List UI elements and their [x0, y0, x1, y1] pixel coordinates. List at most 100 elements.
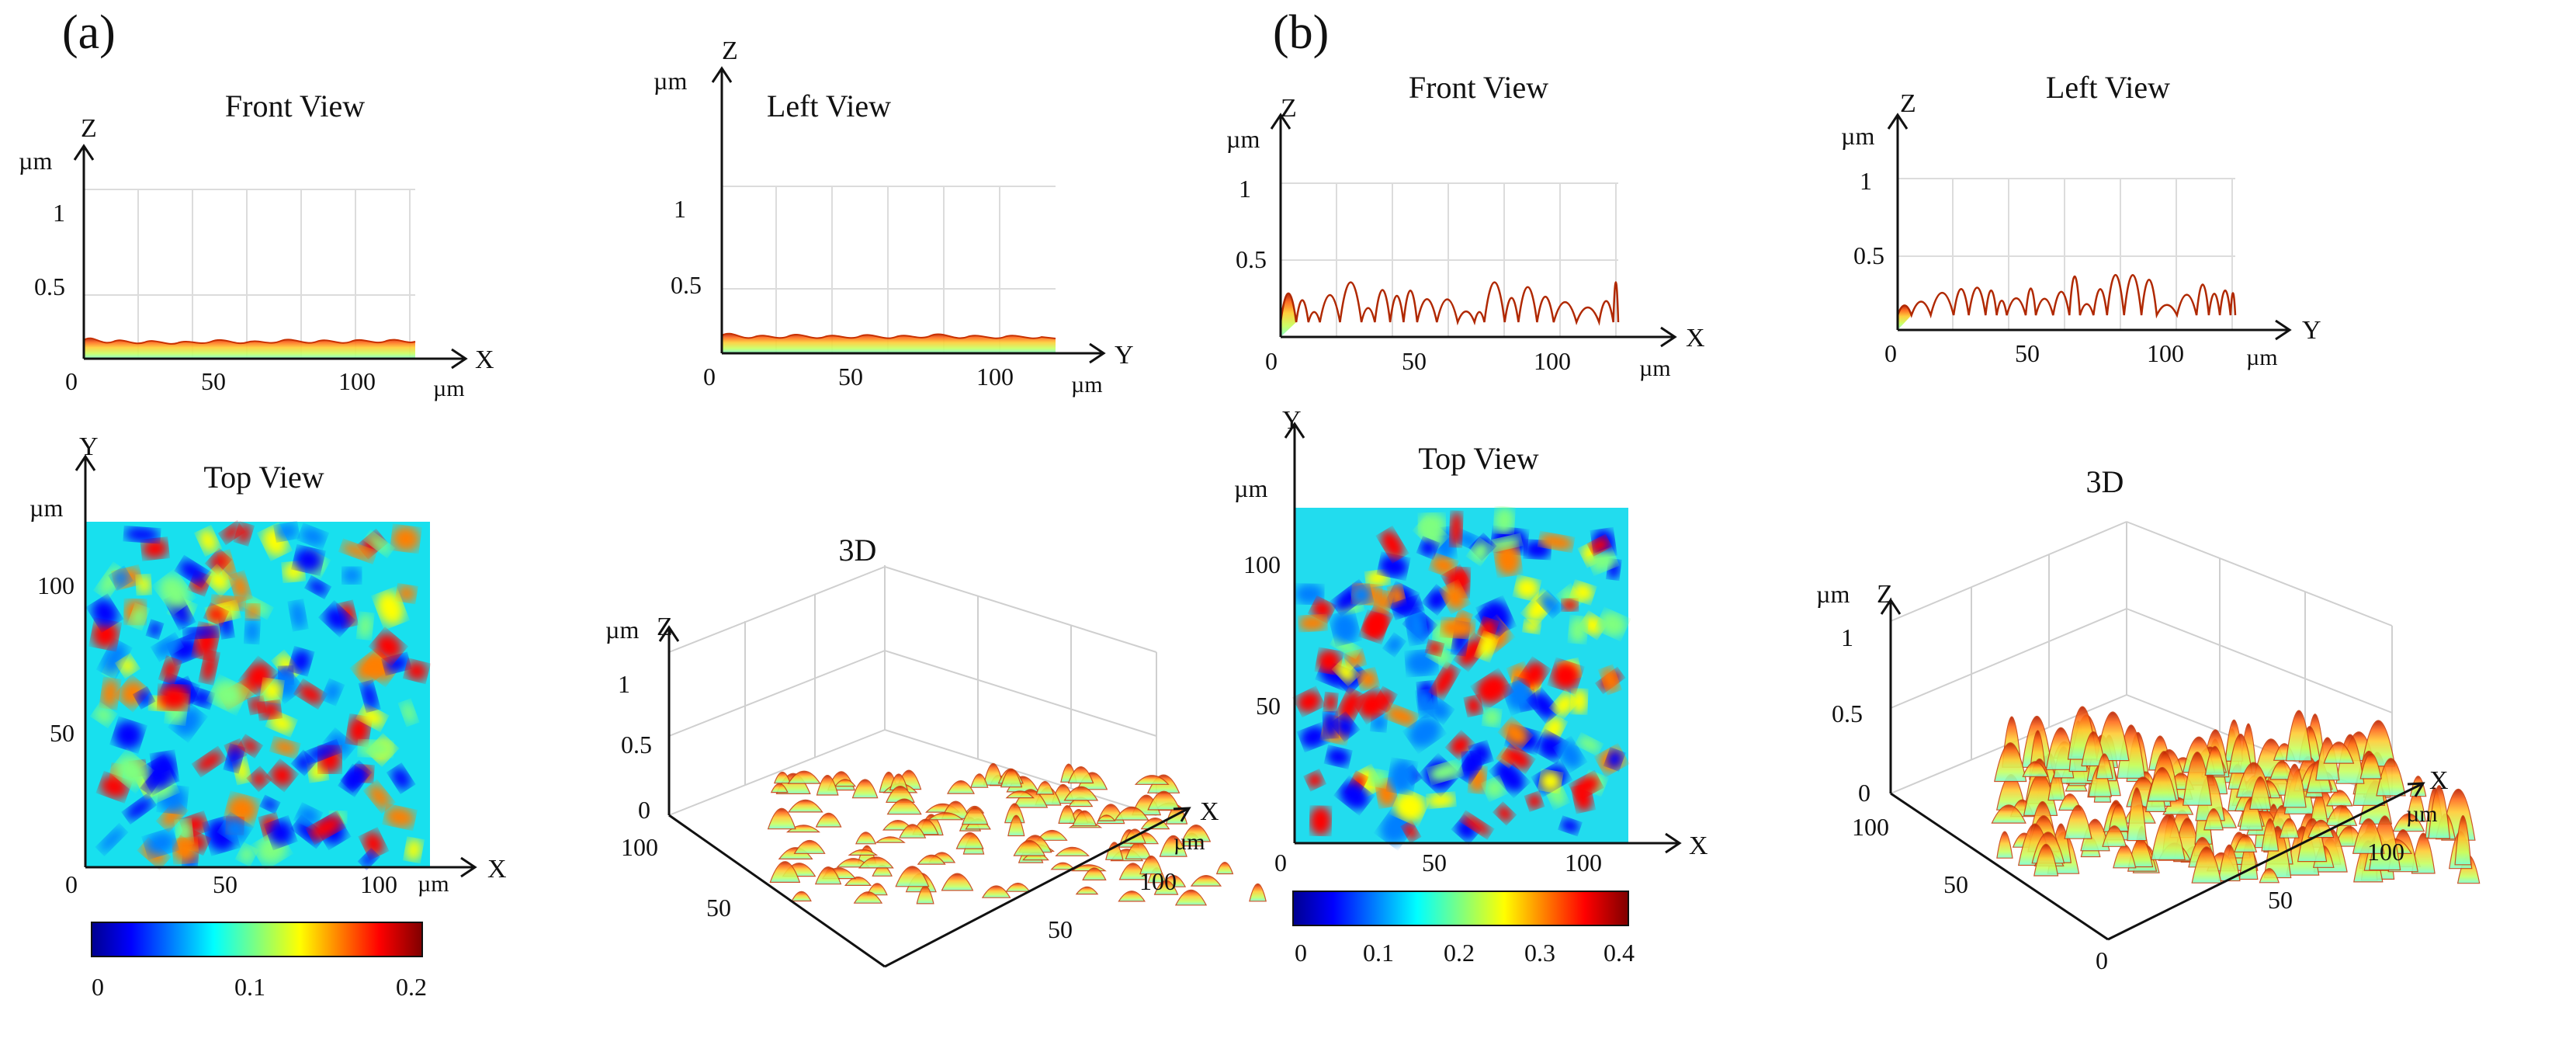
profile-ridges: [1279, 281, 1620, 337]
3d-surface-bumps: [767, 762, 1267, 906]
surface-peak: [791, 891, 812, 902]
z-tick-1: 1: [618, 670, 630, 698]
surface-peak: [1426, 588, 1448, 612]
surface-peak: [834, 779, 857, 787]
surface-peak: [1589, 550, 1617, 572]
surface-peak: [100, 678, 120, 710]
y-axis-name: Y: [79, 432, 99, 461]
surface-peak: [1514, 576, 1540, 600]
y-axis-arrow: [1089, 342, 1106, 364]
surface-peak: [1601, 666, 1619, 693]
x-tick-100: 100: [1534, 347, 1571, 375]
surface-peak: [1118, 891, 1146, 902]
surface-peak: [851, 779, 879, 799]
profile-ridges: [721, 332, 1056, 353]
panel-label-a: (a): [62, 6, 116, 59]
3d-box-grid: [668, 565, 1157, 816]
surface-peak: [2352, 818, 2385, 854]
surface-peak: [299, 526, 327, 547]
surface-peak: [357, 612, 373, 641]
surface-peak: [250, 769, 269, 789]
surface-peak: [355, 652, 388, 682]
surface-peak: [309, 815, 343, 840]
surface-peak: [2285, 710, 2312, 762]
left-view-b: Left View Z µm 1 0.5 Y µm 0 50 100: [1841, 70, 2321, 370]
surface-peak: [141, 537, 169, 560]
surface-peak: [1174, 889, 1208, 906]
surface-peak: [895, 866, 930, 887]
surface-peak: [1334, 715, 1356, 738]
surface-peak: [306, 742, 340, 762]
surface-peak: [866, 883, 888, 896]
surface-peak: [172, 837, 199, 864]
surface-peak: [1572, 774, 1600, 797]
surface-peak: [125, 797, 154, 821]
surface-peak: [941, 873, 974, 891]
z-tick-1: 1: [1841, 623, 1853, 651]
surface-peak: [2261, 818, 2280, 852]
surface-peak: [113, 720, 144, 750]
surface-peak: [1013, 840, 1046, 856]
surface-peak: [359, 707, 386, 728]
y-tick-50: 50: [706, 894, 731, 922]
y-tick-50: 50: [1943, 870, 1968, 898]
surface-peak: [93, 705, 114, 725]
surface-peak: [1440, 617, 1475, 639]
colorbar-tick: 0.3: [1524, 939, 1555, 967]
surface-peak: [2191, 846, 2222, 884]
surface-peak: [135, 689, 153, 707]
surface-peak: [91, 598, 119, 628]
x-axis-name: X: [475, 345, 494, 374]
colorbar-tick: 0: [92, 973, 104, 1001]
x-axis-arrow: [1660, 326, 1677, 348]
z-tick-0.5: 0.5: [1832, 700, 1863, 727]
y-tick-0: 0: [703, 363, 716, 391]
surface-peak: [1433, 665, 1457, 697]
z-axis-name: Z: [1900, 89, 1916, 118]
z-tick-0.5: 0.5: [671, 271, 702, 299]
surface-peak: [244, 603, 261, 621]
z-tick-0: 0: [638, 796, 650, 824]
surface-peak: [1426, 641, 1444, 656]
colorbar-tick: 0.2: [396, 973, 427, 1001]
surface-peak: [1494, 542, 1521, 577]
front-view-title: Front View: [225, 89, 365, 123]
x-axis-unit: µm: [2406, 801, 2438, 827]
surface-peak: [1504, 681, 1534, 712]
surface-peak: [404, 660, 428, 682]
surface-peak: [1572, 582, 1594, 602]
surface-peak: [2359, 752, 2382, 779]
surface-peak: [267, 818, 294, 847]
surface-peak: [1299, 725, 1327, 748]
surface-peak: [2376, 758, 2406, 797]
surface-peak: [1523, 620, 1541, 634]
surface-peak: [1323, 692, 1338, 713]
surface-peak: [1484, 778, 1505, 799]
surface-peak: [1050, 862, 1076, 870]
x-tick-100: 100: [2367, 838, 2404, 866]
colorbar-gradient: [1292, 891, 1629, 926]
surface-peak: [1408, 717, 1441, 748]
surface-peak: [1531, 692, 1557, 720]
surface-peak: [1072, 810, 1097, 827]
surface-peak: [767, 807, 796, 830]
surface-peak: [773, 771, 792, 784]
surface-peak: [1406, 608, 1427, 645]
x-tick-50: 50: [201, 367, 226, 395]
surface-peak: [2279, 818, 2300, 838]
surface-peak: [2234, 835, 2258, 852]
surface-peak: [1606, 749, 1624, 769]
surface-peak: [2182, 752, 2213, 806]
y-axis-name: Y: [2302, 316, 2321, 345]
colorbar-tick: 0: [1295, 939, 1307, 967]
surface-peak: [307, 578, 329, 596]
z-axis-arrow: [658, 625, 680, 642]
y-tick-100: 100: [1243, 550, 1281, 578]
surface-peak: [261, 797, 279, 812]
colorbar-b: 0 0.1 0.2 0.3 0.4: [1292, 891, 1635, 967]
surface-peak: [1005, 790, 1035, 799]
x-axis-arrow: [1173, 807, 1191, 822]
surface-peak: [161, 658, 179, 682]
x-tick-50: 50: [1422, 849, 1447, 877]
y-axis-arrow: [2275, 319, 2292, 341]
